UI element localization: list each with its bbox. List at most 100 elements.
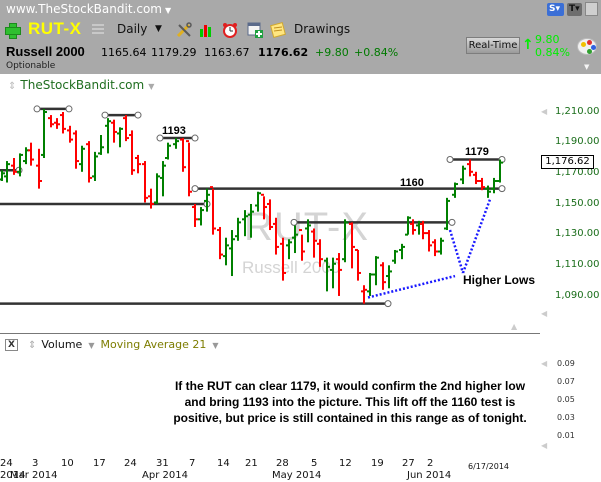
notes-icon[interactable] bbox=[270, 22, 286, 38]
level-label-1160: 1160 bbox=[400, 177, 424, 189]
ohlc-bar bbox=[192, 203, 198, 227]
drag-handle-icon[interactable]: ⇕ bbox=[28, 340, 37, 351]
scroll-left-icon[interactable]: ◀ bbox=[541, 107, 548, 116]
site-menu[interactable]: www.TheStockBandit.com ▼ bbox=[6, 2, 171, 16]
higher-lows-label: Higher Lows bbox=[463, 273, 536, 287]
moving-average-label[interactable]: Moving Average 21 bbox=[100, 338, 207, 351]
volume-label[interactable]: Volume bbox=[41, 338, 83, 351]
ohlc-bar bbox=[173, 138, 179, 149]
ohlc-bar bbox=[273, 217, 279, 255]
chevron-down-icon[interactable]: ▼ bbox=[155, 24, 162, 34]
line-handle[interactable] bbox=[156, 134, 164, 142]
interval-select[interactable]: Daily bbox=[117, 22, 148, 36]
alarm-clock-icon[interactable] bbox=[222, 22, 238, 38]
ohlc-bar bbox=[111, 119, 117, 143]
line-handle[interactable] bbox=[101, 111, 109, 119]
line-handle[interactable] bbox=[191, 185, 199, 193]
line-handle[interactable] bbox=[134, 111, 142, 119]
x-month: 2014 bbox=[0, 470, 26, 481]
ohlc-bar bbox=[324, 257, 330, 292]
ohlc-bar bbox=[129, 130, 135, 175]
ohlc-bar bbox=[217, 226, 223, 260]
commentary-text: If the RUT can clear 1179, it would conf… bbox=[150, 378, 550, 426]
x-tick: 24 bbox=[124, 458, 137, 469]
scroll-left-icon[interactable]: ◀ bbox=[541, 441, 548, 450]
chevron-down-icon[interactable]: ▼ bbox=[148, 82, 155, 91]
ohlc-bar bbox=[373, 256, 379, 286]
ohlc-bar bbox=[330, 257, 336, 289]
ohlc-bar bbox=[444, 197, 450, 231]
chevron-down-icon[interactable]: ▼ bbox=[88, 341, 95, 350]
ohlc-bar bbox=[67, 125, 73, 143]
line-handle[interactable] bbox=[65, 105, 73, 113]
study-menu[interactable]: ⇕ TheStockBandit.com ▼ bbox=[8, 78, 154, 92]
rt-change-pct: 0.84% bbox=[535, 46, 570, 59]
ohlc-bar bbox=[349, 222, 355, 269]
pane-divider[interactable] bbox=[0, 333, 540, 334]
x-month: Mar 2014 bbox=[10, 470, 58, 481]
x-month: Apr 2014 bbox=[142, 470, 188, 481]
save-icon[interactable] bbox=[585, 2, 598, 16]
level-label-1193: 1193 bbox=[162, 125, 186, 137]
symbol-input[interactable]: RUT-X bbox=[28, 19, 82, 38]
line-handle[interactable] bbox=[191, 134, 199, 142]
ohlc-bar bbox=[261, 193, 267, 220]
list-icon[interactable] bbox=[92, 24, 104, 36]
drag-handle-icon[interactable]: ⇕ bbox=[8, 81, 17, 92]
low-value: 1163.67 bbox=[204, 46, 250, 59]
ohlc-bar bbox=[48, 115, 54, 128]
realtime-button[interactable]: Real-Time bbox=[466, 37, 520, 54]
line-handle[interactable] bbox=[446, 156, 454, 164]
line-handle[interactable] bbox=[290, 218, 298, 226]
trend-line-dotted[interactable] bbox=[461, 198, 492, 274]
line-handle[interactable] bbox=[384, 300, 392, 308]
ohlc-bar bbox=[432, 239, 438, 257]
change-value: +9.80 bbox=[315, 46, 349, 59]
x-tick: 28 bbox=[276, 458, 289, 469]
x-tick: 17 bbox=[93, 458, 106, 469]
scroll-up-icon[interactable]: ▲ bbox=[511, 322, 518, 331]
line-handle[interactable] bbox=[448, 218, 456, 226]
y-tick: 1,130.00 bbox=[555, 228, 600, 239]
line-handle[interactable] bbox=[498, 185, 506, 193]
drawings-menu[interactable]: Drawings bbox=[294, 22, 351, 36]
volume-tick: 0.07 bbox=[557, 377, 575, 386]
close-icon[interactable]: X bbox=[5, 339, 18, 351]
chevron-down-icon[interactable]: ▼ bbox=[584, 63, 590, 71]
scroll-left-icon[interactable]: ◀ bbox=[541, 359, 548, 368]
x-tick: 5 bbox=[311, 458, 318, 469]
chevron-down-icon[interactable]: ▼ bbox=[212, 341, 219, 350]
ohlc-bar bbox=[452, 182, 458, 198]
ohlc-bar bbox=[491, 177, 497, 194]
y-tick: 1,170.00 bbox=[555, 167, 600, 178]
x-tick: 2 bbox=[427, 458, 434, 469]
trend-line-dotted[interactable] bbox=[367, 274, 456, 299]
scroll-left-icon[interactable]: ◀ bbox=[541, 309, 548, 318]
change-pct-value: +0.84% bbox=[354, 46, 399, 59]
line-handle[interactable] bbox=[33, 105, 41, 113]
x-tick: 10 bbox=[61, 458, 74, 469]
template-button[interactable]: T▾ bbox=[567, 3, 582, 16]
ohlc-bar bbox=[420, 220, 426, 240]
ohlc-bar bbox=[36, 148, 42, 189]
last-value: 1176.62 bbox=[258, 46, 309, 59]
volume-tick: 0.05 bbox=[557, 395, 575, 404]
ohlc-bar bbox=[11, 157, 17, 175]
trend-line-dotted[interactable] bbox=[448, 229, 465, 274]
instrument-name: Russell 2000 bbox=[6, 44, 85, 59]
volume-tick: 0.03 bbox=[557, 413, 575, 422]
ohlc-bar bbox=[148, 188, 154, 209]
palette-icon[interactable] bbox=[577, 38, 597, 55]
tools-icon[interactable] bbox=[176, 22, 192, 38]
ohlc-bar bbox=[317, 239, 323, 267]
last-date-label: 6/17/2014 bbox=[468, 462, 510, 471]
ohlc-bar bbox=[210, 186, 216, 235]
calendar-add-icon[interactable] bbox=[247, 22, 263, 38]
ohlc-bar bbox=[438, 237, 444, 255]
ohlc-bar bbox=[79, 145, 85, 172]
ohlc-bar bbox=[399, 243, 405, 260]
plus-icon[interactable] bbox=[5, 23, 21, 39]
bar-chart-icon[interactable] bbox=[198, 22, 214, 38]
share-button[interactable]: S▾ bbox=[547, 3, 564, 16]
